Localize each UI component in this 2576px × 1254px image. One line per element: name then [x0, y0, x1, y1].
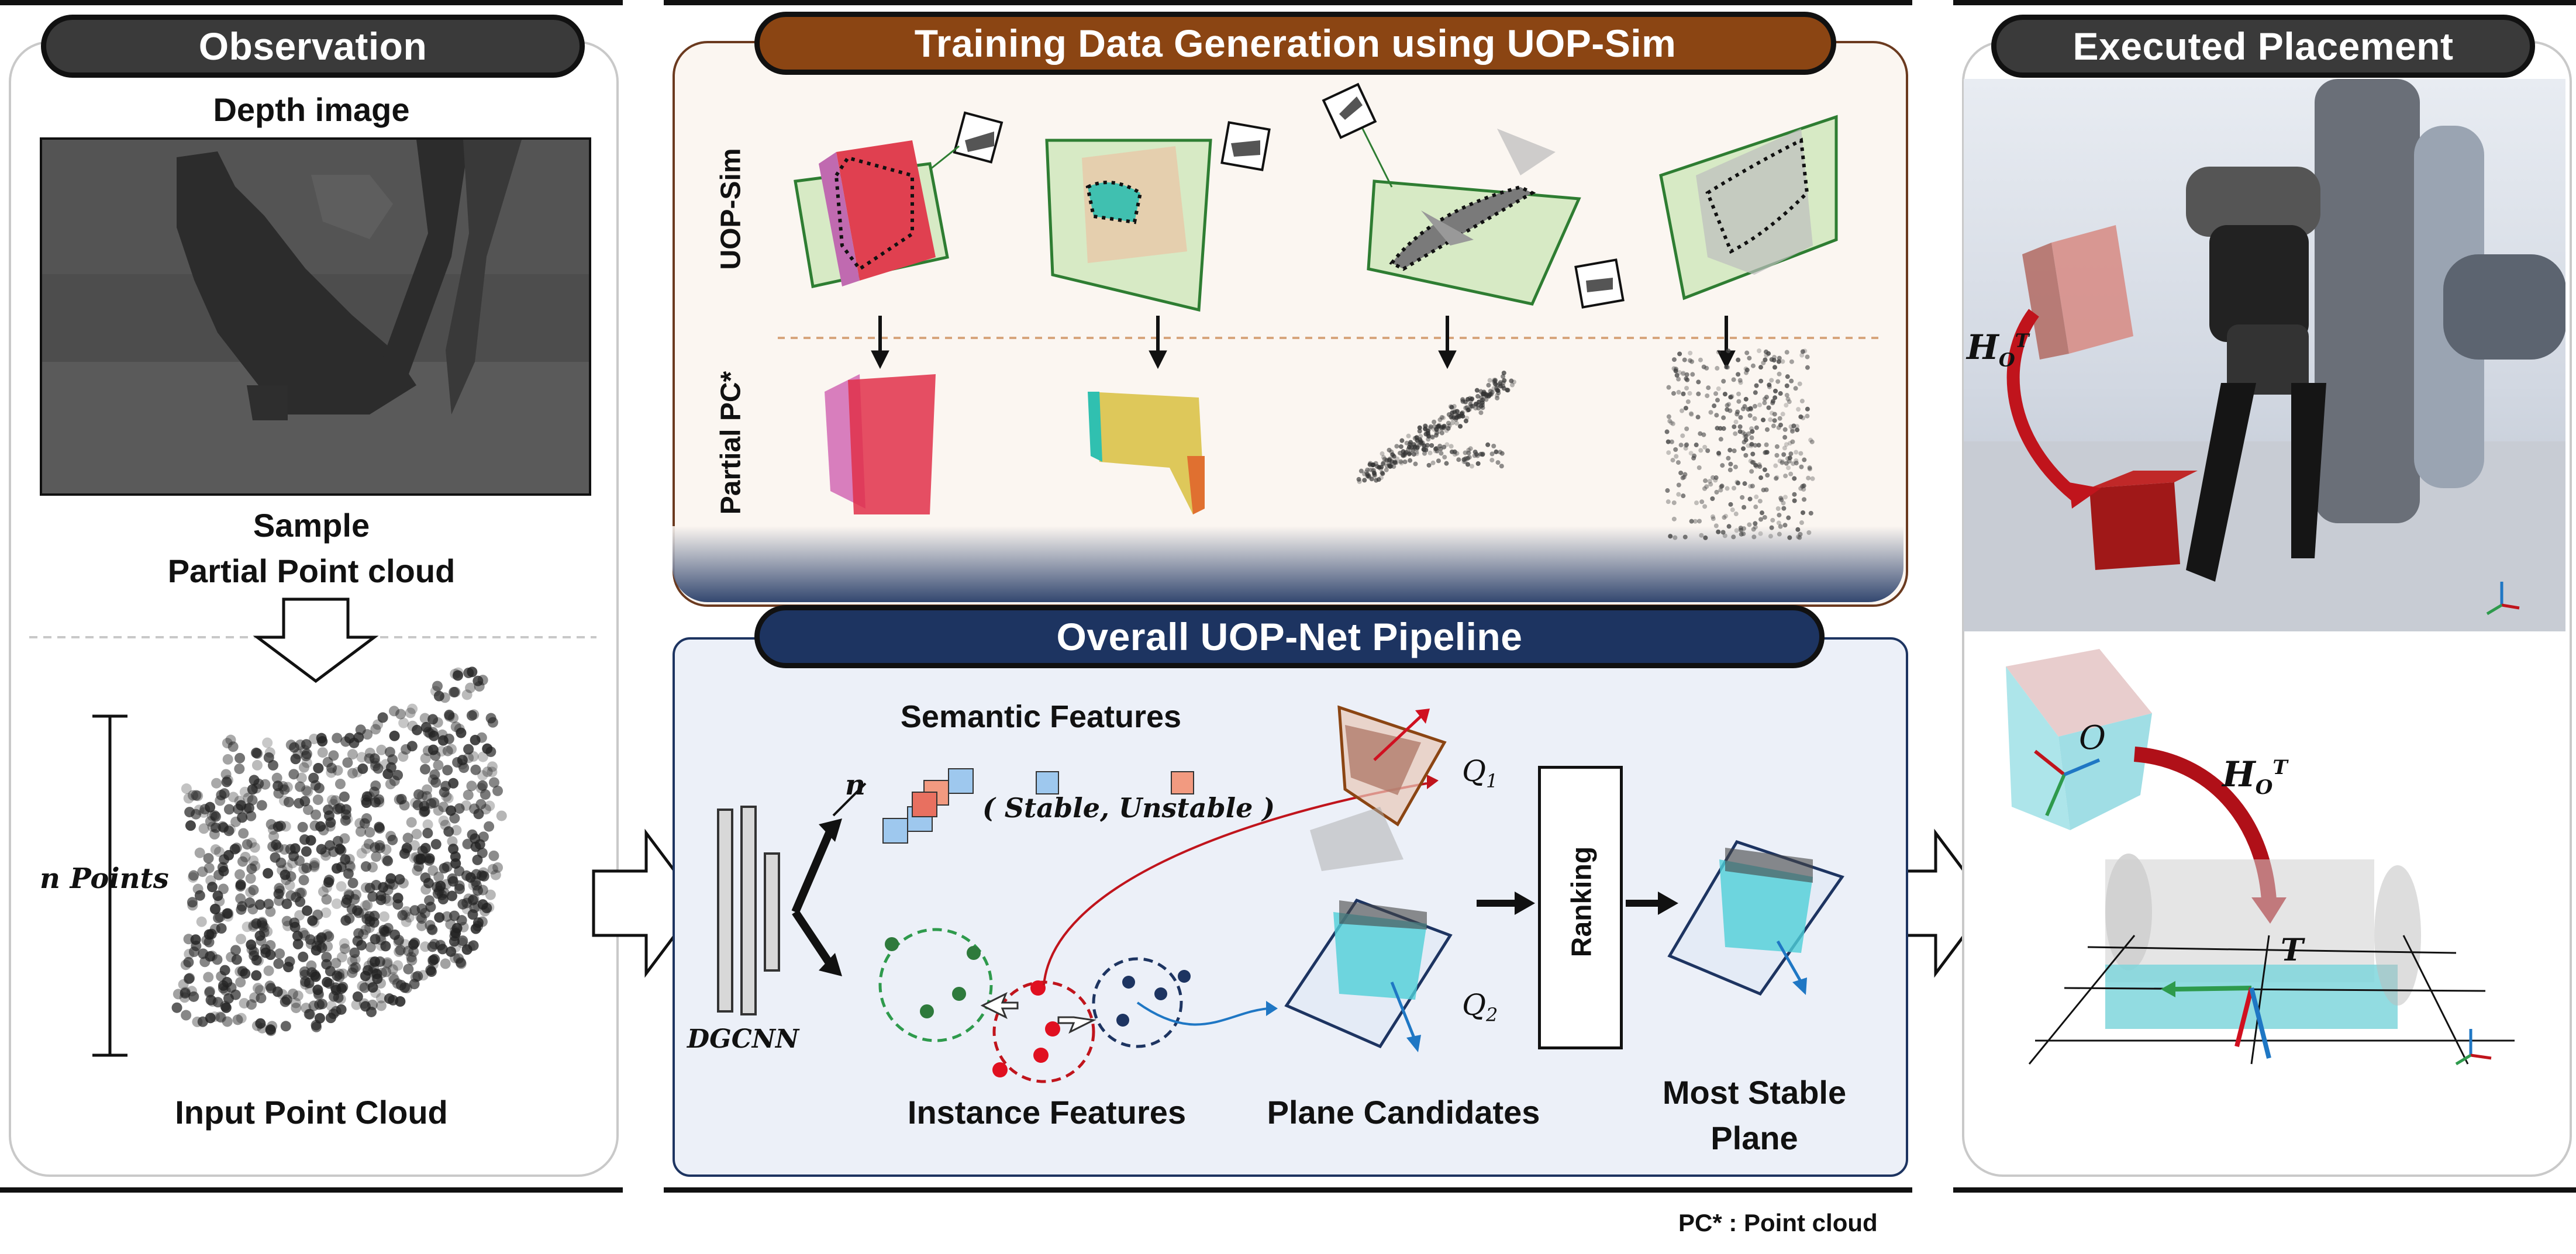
- transform-label: HOT: [2222, 754, 2288, 799]
- sample-label-line1: Sample: [253, 507, 370, 544]
- uop-sim-row-label-wrap: UOP-Sim: [708, 134, 754, 286]
- observation-title: Observation: [41, 15, 585, 78]
- training-panel-fade: [673, 526, 1903, 602]
- ranking-box: Ranking: [1538, 766, 1623, 1049]
- depth-image-label: Depth image: [213, 91, 410, 128]
- pipeline-title: Overall UOP-Net Pipeline: [754, 605, 1825, 668]
- depth-image-shapes: [42, 140, 589, 493]
- robot-photo-shapes: [1964, 79, 2565, 631]
- executed-title: Executed Placement: [1991, 15, 2535, 78]
- q1-label: Q1: [1462, 754, 1498, 792]
- most-stable-line1: Most Stable: [1662, 1074, 1847, 1111]
- top-rule-left: [0, 0, 623, 5]
- ranking-label: Ranking: [1566, 846, 1598, 958]
- training-panel: [673, 41, 1908, 607]
- sample-label: Sample Partial Point cloud: [9, 503, 614, 594]
- semantic-features-label: Semantic Features: [900, 699, 1182, 734]
- robot-photo: HOT: [1964, 79, 2565, 631]
- q2-label: Q2: [1462, 988, 1498, 1026]
- n-dim-label: n: [845, 769, 865, 802]
- bottom-rule-middle: [664, 1187, 1912, 1193]
- target-frame-label: T: [2281, 932, 2303, 968]
- input-point-cloud-label: Input Point Cloud: [175, 1094, 448, 1131]
- plane-candidates-label: Plane Candidates: [1267, 1094, 1540, 1131]
- transform-label-photo: HOT: [1967, 327, 2029, 371]
- uop-sim-row-label: UOP-Sim: [715, 148, 747, 270]
- partial-pc-row-label-wrap: Partial PC*: [708, 357, 754, 532]
- top-rule-middle: [664, 0, 1912, 5]
- n-points-label: n Points: [40, 862, 169, 895]
- footnote: PC* : Point cloud: [1678, 1209, 1878, 1236]
- dgcnn-label: DGCNN: [687, 1024, 799, 1054]
- bottom-rule-right: [1953, 1187, 2576, 1193]
- depth-image: [40, 137, 591, 496]
- object-frame-label: O: [2079, 719, 2106, 757]
- bottom-rule-left: [0, 1187, 623, 1193]
- most-stable-plane-label: Most Stable Plane: [1626, 1070, 1883, 1161]
- partial-pc-row-label: Partial PC*: [715, 371, 747, 515]
- stable-unstable-label: ( Stable, Unstable ): [982, 792, 1275, 824]
- instance-features-label: Instance Features: [907, 1094, 1187, 1131]
- top-rule-right: [1953, 0, 2576, 5]
- most-stable-line2: Plane: [1711, 1120, 1798, 1156]
- sample-label-line2: Partial Point cloud: [167, 552, 456, 589]
- training-title: Training Data Generation using UOP-Sim: [754, 12, 1836, 75]
